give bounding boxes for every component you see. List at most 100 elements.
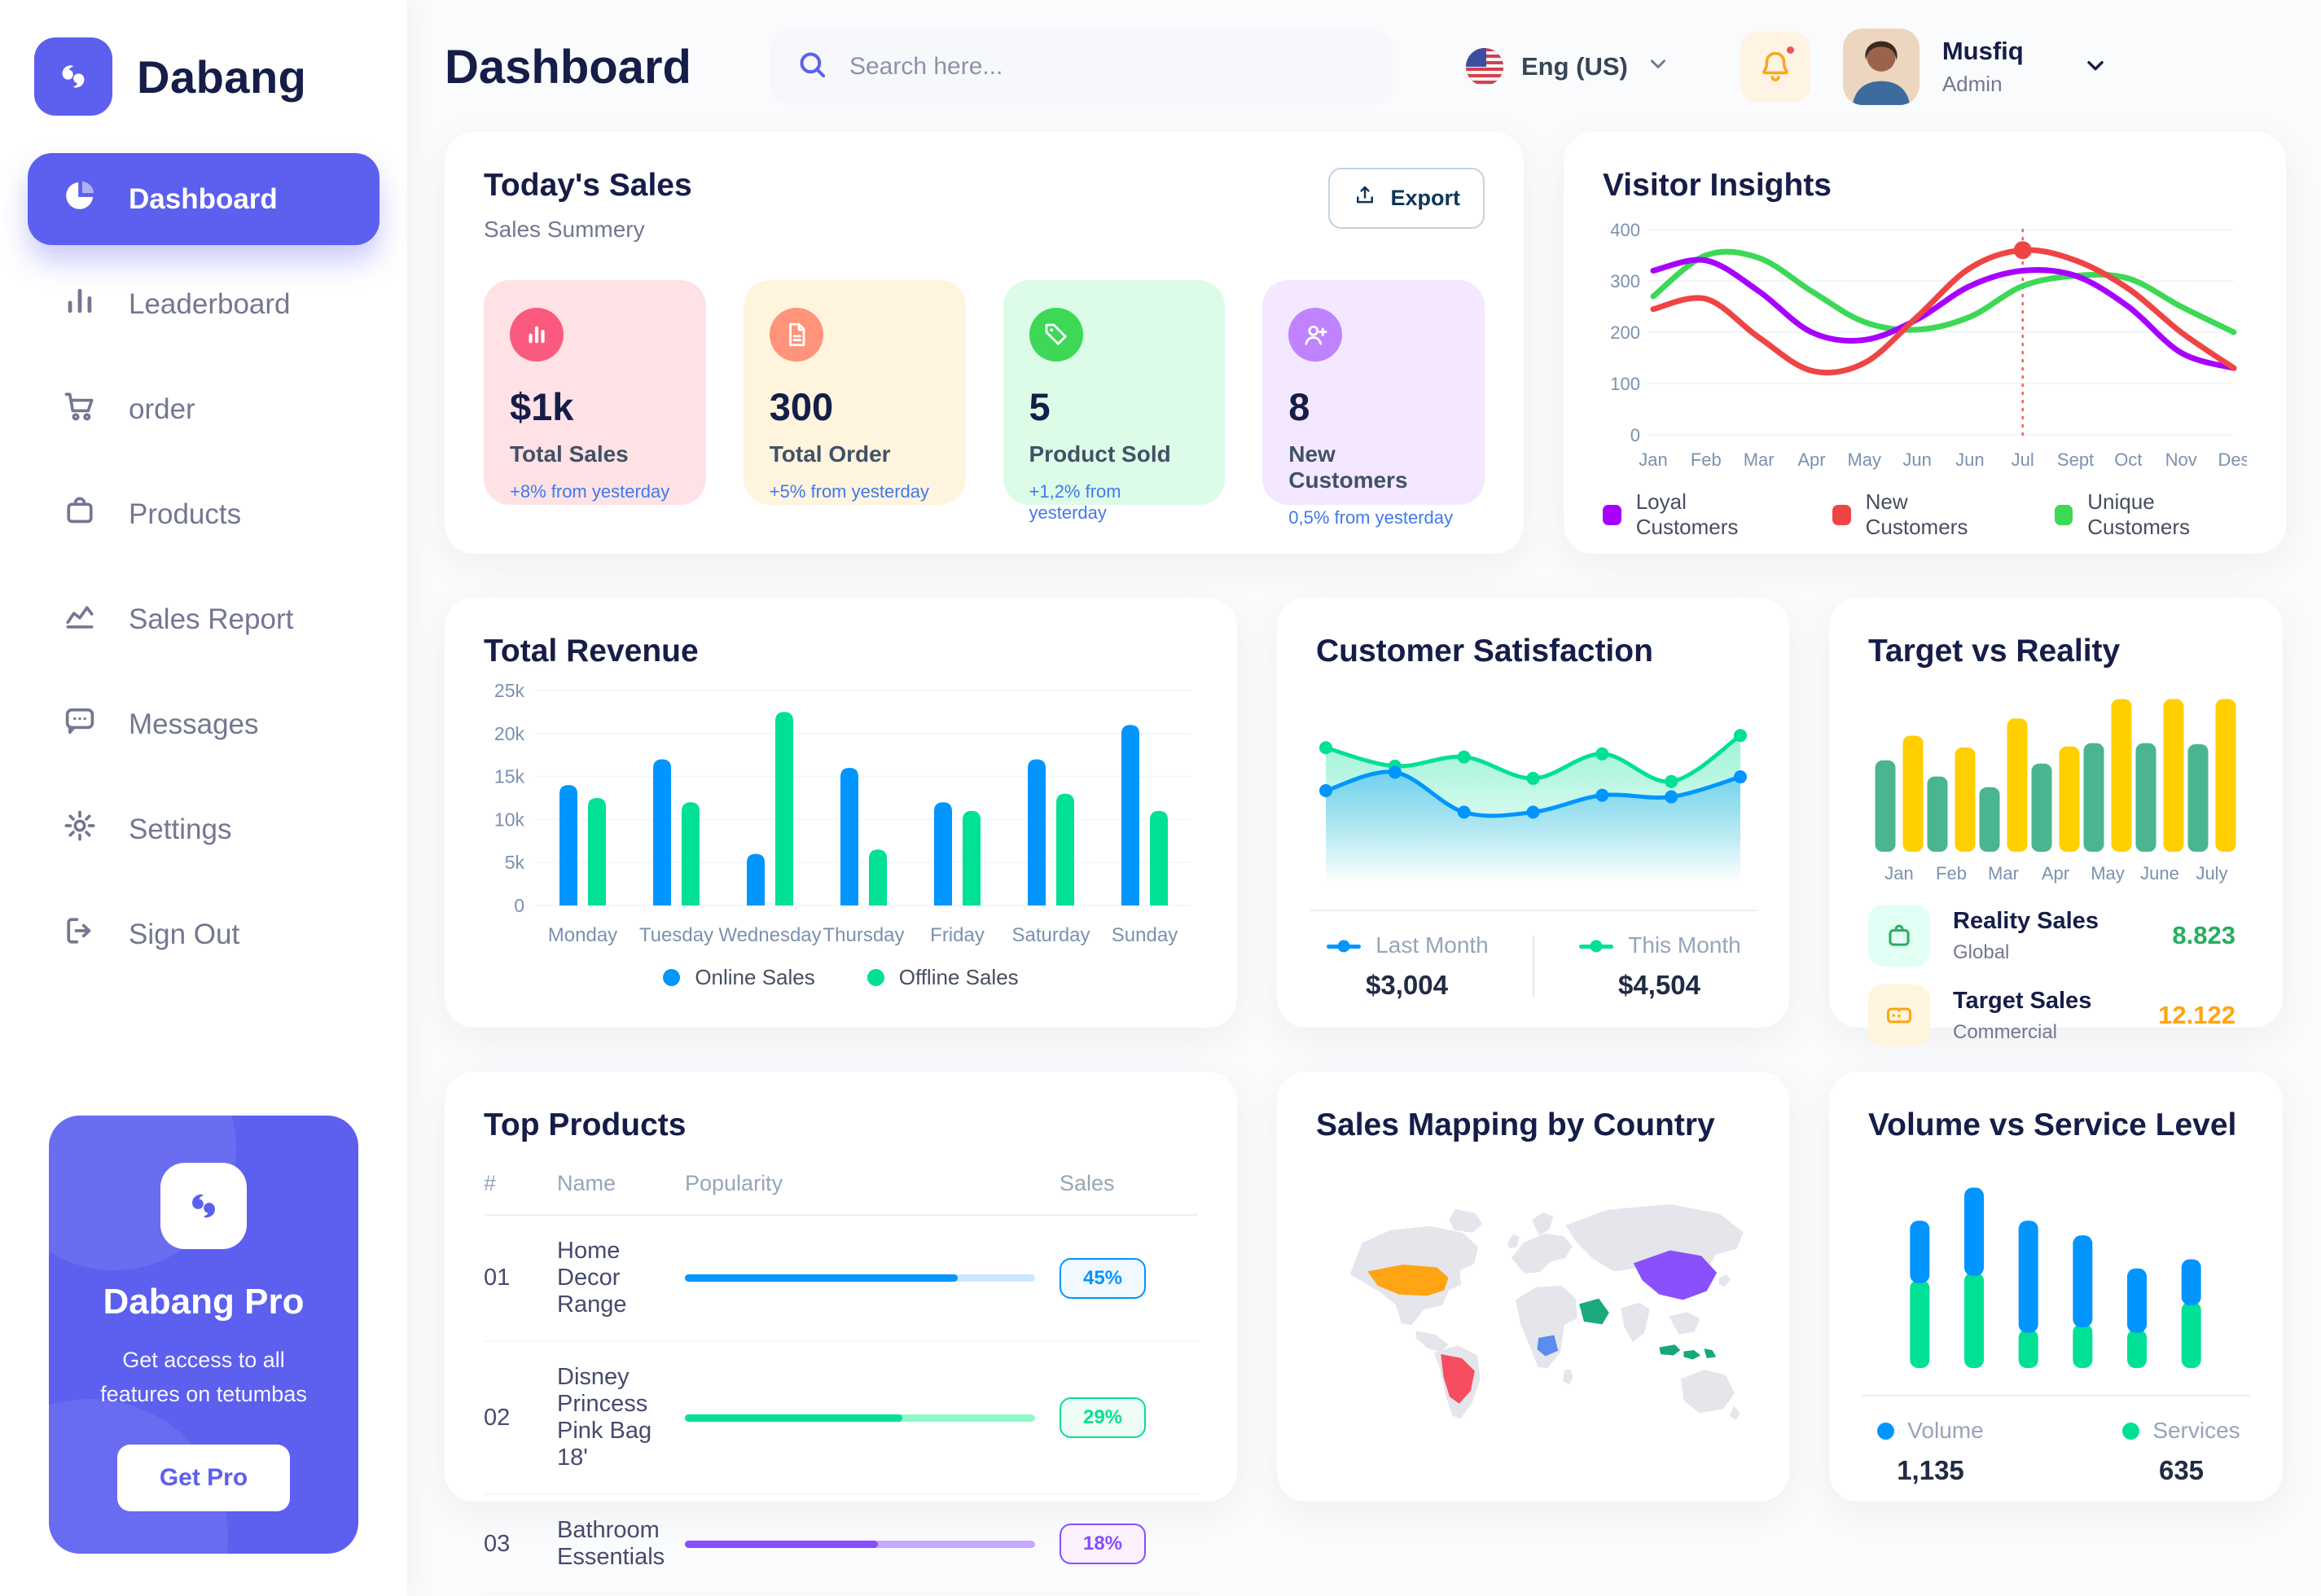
sidebar-item-sign-out[interactable]: Sign Out — [28, 888, 380, 980]
sidebar-item-label: Dashboard — [129, 182, 278, 215]
chevron-down-icon — [1646, 51, 1670, 82]
svg-text:5k: 5k — [505, 852, 525, 873]
svg-text:Tuesday: Tuesday — [639, 924, 713, 946]
sidebar-item-sales-report[interactable]: Sales Report — [28, 573, 380, 665]
sidebar-item-leaderboard[interactable]: Leaderboard — [28, 258, 380, 350]
legend-item-offline-sales: Offline Sales — [867, 965, 1019, 990]
stat-label: Product Sold — [1029, 441, 1171, 467]
signout-icon — [62, 913, 98, 956]
legend-marker — [1577, 932, 1615, 958]
svg-text:Mar: Mar — [1744, 449, 1775, 470]
sidebar-item-order[interactable]: order — [28, 363, 380, 455]
legend-sub: Commercial — [1953, 1020, 2058, 1043]
user-role: Admin — [1941, 72, 2003, 96]
svg-text:20k: 20k — [494, 723, 525, 744]
product-name: Bathroom Essentials — [557, 1517, 665, 1570]
stat-file-icon — [769, 308, 823, 362]
customer-satisfaction-card: Customer Satisfaction Last Month $3,004 Th… — [1277, 598, 1789, 1028]
chevron-down-icon — [2082, 52, 2108, 82]
sidebar-item-products[interactable]: Products — [28, 468, 380, 560]
product-name: Disney Princess Pink Bag 18' — [557, 1364, 652, 1471]
search-box[interactable] — [769, 29, 1393, 104]
search-input[interactable] — [847, 52, 1367, 81]
legend-swatch — [867, 969, 884, 986]
sidebar-item-label: order — [129, 392, 195, 425]
svg-text:June: June — [2140, 863, 2179, 884]
svg-text:Des: Des — [2218, 449, 2247, 470]
legend-label: New Customers — [1865, 489, 1968, 539]
svg-text:May: May — [2091, 863, 2125, 884]
customer-satisfaction-chart — [1316, 684, 1750, 893]
export-button[interactable]: Export — [1328, 168, 1485, 229]
profile-menu[interactable]: Musfiq Admin — [1842, 28, 2108, 105]
legend-separator — [1532, 936, 1534, 998]
popularity-fill — [685, 1274, 959, 1282]
volume-service-title: Volume vs Service Level — [1868, 1107, 2237, 1142]
legend-label: Loyal Customers — [1635, 489, 1739, 539]
legend-divider — [1310, 910, 1757, 911]
notification-button[interactable] — [1740, 32, 1810, 102]
product-row-disney-princess-pink-bag-18[interactable]: 02 Disney Princess Pink Bag 18' 29% — [484, 1342, 1198, 1495]
legend-name: Reality Sales — [1953, 907, 2099, 934]
sidebar-item-messages[interactable]: Messages — [28, 678, 380, 770]
sidebar-item-label: Sign Out — [129, 918, 240, 950]
pie-icon — [62, 178, 98, 221]
target-reality-legend: Reality Sales Global 8.823 Target Sales Comm… — [1868, 905, 2244, 1046]
legend-value: $3,004 — [1366, 970, 1448, 1000]
legend-item-last-month: Last Month $3,004 — [1318, 932, 1497, 1001]
svg-text:0: 0 — [1630, 425, 1640, 445]
legend-value: 8.823 — [2172, 921, 2235, 949]
popularity-fill — [685, 1540, 878, 1548]
volume-service-legend: Volume 1,135 Services 635 — [1868, 1418, 2244, 1486]
svg-text:Thursday: Thursday — [823, 924, 904, 946]
legend-item-new-customers: New Customers — [1832, 489, 2003, 540]
product-index: 01 — [484, 1265, 511, 1291]
svg-text:10k: 10k — [494, 809, 525, 830]
visitor-insights-chart: 0 100 200 300 400 Jan Feb Mar Apr May Jun Jun Jul Sep… — [1603, 218, 2249, 481]
sidebar-item-label: Leaderboard — [129, 287, 291, 320]
pro-card: Dabang Pro Get access to all features on… — [49, 1116, 358, 1554]
user-name: Musfiq — [1941, 37, 2024, 65]
top-products-rows: 01 Home Decor Range 45% 02 Disney Princess P… — [484, 1216, 1198, 1596]
legend-sub: Global — [1953, 940, 2010, 963]
svg-text:May: May — [1847, 449, 1881, 470]
language-selector[interactable]: Eng (US) — [1465, 48, 1670, 86]
svg-text:Jan: Jan — [1639, 449, 1667, 470]
sales-badge: 45% — [1060, 1257, 1146, 1299]
legend-item-unique-customers: Unique Customers — [2054, 489, 2247, 540]
export-label: Export — [1390, 186, 1460, 210]
page-title: Dashboard — [445, 40, 691, 94]
legend-label: Last Month — [1325, 932, 1489, 958]
svg-text:Saturday: Saturday — [1011, 924, 1090, 946]
product-index: 02 — [484, 1404, 511, 1431]
get-pro-button[interactable]: Get Pro — [117, 1445, 290, 1511]
svg-text:Mar: Mar — [1988, 863, 2019, 884]
sidebar: Dabang Dashboard Leaderboard order Products… — [0, 0, 407, 1596]
sidebar-item-label: Products — [129, 498, 242, 530]
legend-name: Target Sales — [1953, 987, 2092, 1014]
legend-swatch — [2122, 1422, 2140, 1440]
stat-tag-icon — [1029, 308, 1083, 362]
product-row-home-decor-range[interactable]: 01 Home Decor Range 45% — [484, 1216, 1198, 1342]
legend-swatch — [1832, 504, 1851, 525]
sales-badge: 18% — [1060, 1524, 1146, 1564]
product-name: Home Decor Range — [557, 1238, 627, 1318]
visitor-insights-legend: Loyal Customers New Customers Unique Custo… — [1603, 489, 2247, 540]
legend-divider — [1862, 1395, 2250, 1396]
map-country-united-states — [1367, 1265, 1449, 1296]
pro-logo-icon — [160, 1163, 247, 1250]
svg-text:300: 300 — [1610, 271, 1640, 292]
visitor-insights-title: Visitor Insights — [1603, 168, 1832, 203]
svg-text:Nov: Nov — [2165, 449, 2197, 470]
sidebar-item-dashboard[interactable]: Dashboard — [28, 153, 380, 245]
bag-icon — [62, 493, 98, 536]
sidebar-item-settings[interactable]: Settings — [28, 783, 380, 875]
product-row-bathroom-essentials[interactable]: 03 Bathroom Essentials 18% — [484, 1495, 1198, 1594]
brand[interactable]: Dabang — [28, 34, 380, 153]
target-reality-title: Target vs Reality — [1868, 634, 2121, 669]
svg-text:0: 0 — [514, 895, 524, 916]
visitor-insights-card: Visitor Insights 0 100 200 300 400 Jan Feb Mar A… — [1564, 132, 2286, 554]
stat-card-total-order: 300 Total Order +5% from yesterday — [743, 280, 966, 505]
stat-change: +1,2% from yesterday — [1029, 481, 1121, 523]
